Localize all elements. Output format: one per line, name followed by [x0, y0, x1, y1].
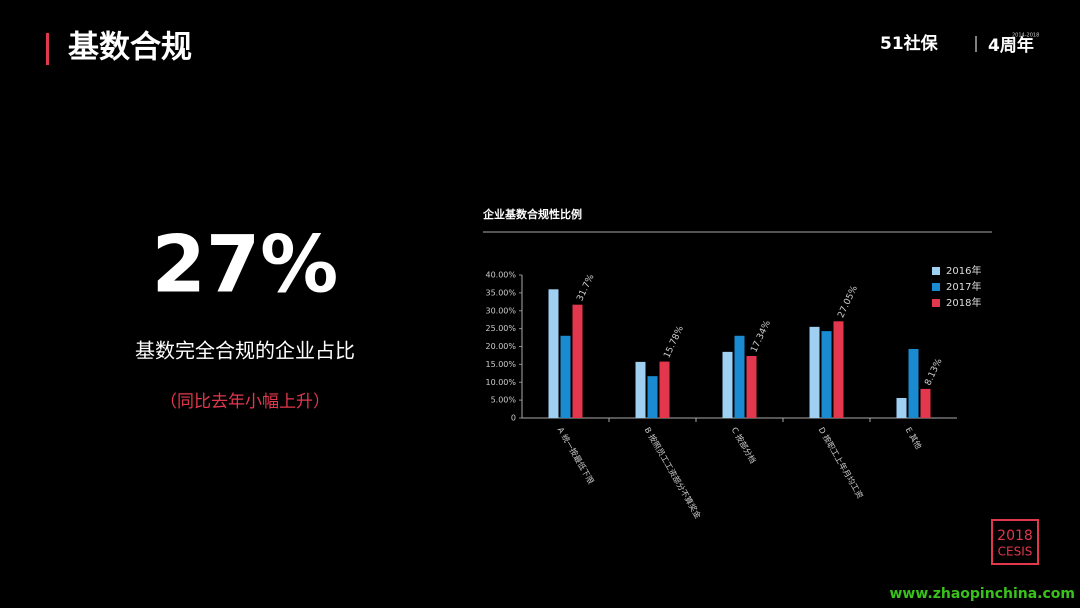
logo-brand: 51社保 — [880, 33, 939, 54]
highlight-note: （同比去年小幅上升） — [160, 392, 330, 412]
legend-label: 2016年 — [946, 264, 981, 277]
bar — [659, 361, 670, 418]
badge-year: 2018 — [997, 528, 1033, 544]
y-tick-label: 10.00% — [485, 378, 516, 387]
bar — [572, 304, 583, 418]
legend-label: 2018年 — [946, 296, 981, 309]
y-tick-label: 20.00% — [485, 342, 516, 351]
logo-years: 2014-2018 — [1012, 33, 1039, 39]
highlight-caption: 基数完全合规的企业占比 — [135, 339, 355, 363]
legend-swatch — [932, 283, 940, 291]
bar — [548, 289, 559, 418]
chart-title: 企业基数合规性比例 — [482, 207, 582, 221]
bar — [734, 335, 745, 418]
bar — [920, 388, 931, 418]
legend-swatch — [932, 267, 940, 275]
bar — [635, 361, 646, 418]
y-tick-label: 25.00% — [485, 324, 516, 333]
watermark: www.zhaopinchina.com — [890, 586, 1076, 602]
badge-name: CESIS — [998, 545, 1033, 559]
y-tick-label: 0 — [511, 414, 516, 423]
highlight-value: 27% — [152, 220, 339, 310]
slide-title: 基数合规 — [68, 30, 192, 66]
bar — [896, 397, 907, 418]
bar — [722, 351, 733, 418]
legend-label: 2017年 — [946, 280, 981, 293]
logo-anniversary: 4周年 — [988, 35, 1034, 56]
bar — [833, 321, 844, 418]
y-tick-label: 40.00% — [485, 271, 516, 280]
legend-swatch — [932, 299, 940, 307]
y-tick-label: 5.00% — [491, 396, 517, 405]
bar — [746, 356, 757, 418]
y-tick-label: 35.00% — [485, 288, 516, 297]
bar — [821, 331, 832, 418]
y-tick-label: 15.00% — [485, 360, 516, 369]
bar — [647, 376, 658, 418]
badge-frame — [991, 519, 1039, 565]
bar — [560, 335, 571, 418]
y-tick-label: 30.00% — [485, 306, 516, 315]
bar — [809, 326, 820, 418]
bar — [908, 349, 919, 418]
title-accent — [46, 33, 49, 65]
